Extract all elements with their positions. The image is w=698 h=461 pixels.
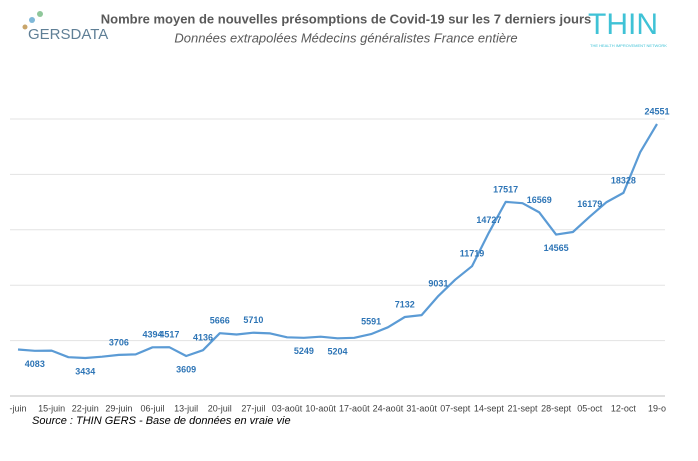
line	[17, 123, 658, 360]
logo-dot	[22, 24, 28, 30]
x-tick-label: 03-août	[272, 403, 303, 413]
data-label: 7132	[395, 299, 415, 309]
x-tick-label: 13-juil	[174, 403, 198, 413]
chart-subtitle: Données extrapolées Médecins généraliste…	[174, 30, 517, 45]
x-tick-label: 19-o	[648, 403, 666, 413]
data-label: 5591	[361, 316, 381, 326]
data-label: 14565	[544, 243, 569, 253]
logo-right: THIN	[588, 8, 658, 41]
data-label: 3434	[75, 366, 95, 376]
data-label: 14727	[476, 215, 501, 225]
x-tick-label: 10-août	[305, 403, 336, 413]
x-tick-label: 28-sept	[541, 403, 572, 413]
logo-tagline: THE HEALTH IMPROVEMENT NETWORK	[590, 43, 667, 48]
data-label: 3609	[176, 364, 196, 374]
logo-text: GERSDATA	[28, 26, 108, 43]
data-label: 4136	[193, 333, 213, 343]
data-label: 4517	[159, 330, 179, 340]
x-tick-label: 24-août	[373, 403, 404, 413]
data-label: 5666	[210, 316, 230, 326]
x-tick-label: 14-sept	[474, 403, 505, 413]
x-tick-label: 21-sept	[507, 403, 538, 413]
chart-title: Nombre moyen de nouvelles présomptions d…	[101, 11, 592, 26]
source-note: Source : THIN GERS - Base de données en …	[32, 415, 291, 427]
logo-dot	[37, 11, 43, 17]
x-tick-label: 15-juin	[38, 403, 65, 413]
x-tick-label: 07-sept	[440, 403, 471, 413]
data-label: 16569	[527, 195, 552, 205]
x-tick-label: 17-août	[339, 403, 370, 413]
x-tick-label: 22-juin	[72, 403, 99, 413]
data-label: 5204	[327, 347, 347, 357]
data-label: 4083	[25, 359, 45, 369]
x-tick-label: 27-juil	[241, 403, 265, 413]
x-tick-label: 06-juil	[141, 403, 165, 413]
x-tick-label: 31-août	[406, 403, 437, 413]
x-tick-label: -juin	[9, 403, 26, 413]
x-tick-label: 05-oct	[577, 403, 603, 413]
logo-left: GERSDATA	[22, 11, 108, 43]
data-label: 3706	[109, 337, 129, 347]
data-label: 5710	[243, 315, 263, 325]
data-label: 11719	[460, 249, 485, 259]
x-tick-label: 20-juil	[208, 403, 232, 413]
data-label: 18328	[611, 175, 636, 185]
logo-dot	[29, 17, 35, 23]
data-label: 24551	[644, 106, 669, 116]
data-label: 16179	[577, 199, 602, 209]
data-label: 17517	[493, 184, 518, 194]
data-label: 4394	[143, 330, 163, 340]
x-tick-label: 12-oct	[611, 403, 637, 413]
x-tick-label: 29-juin	[105, 403, 132, 413]
data-label: 9031	[428, 278, 448, 288]
data-label: 5249	[294, 346, 314, 356]
